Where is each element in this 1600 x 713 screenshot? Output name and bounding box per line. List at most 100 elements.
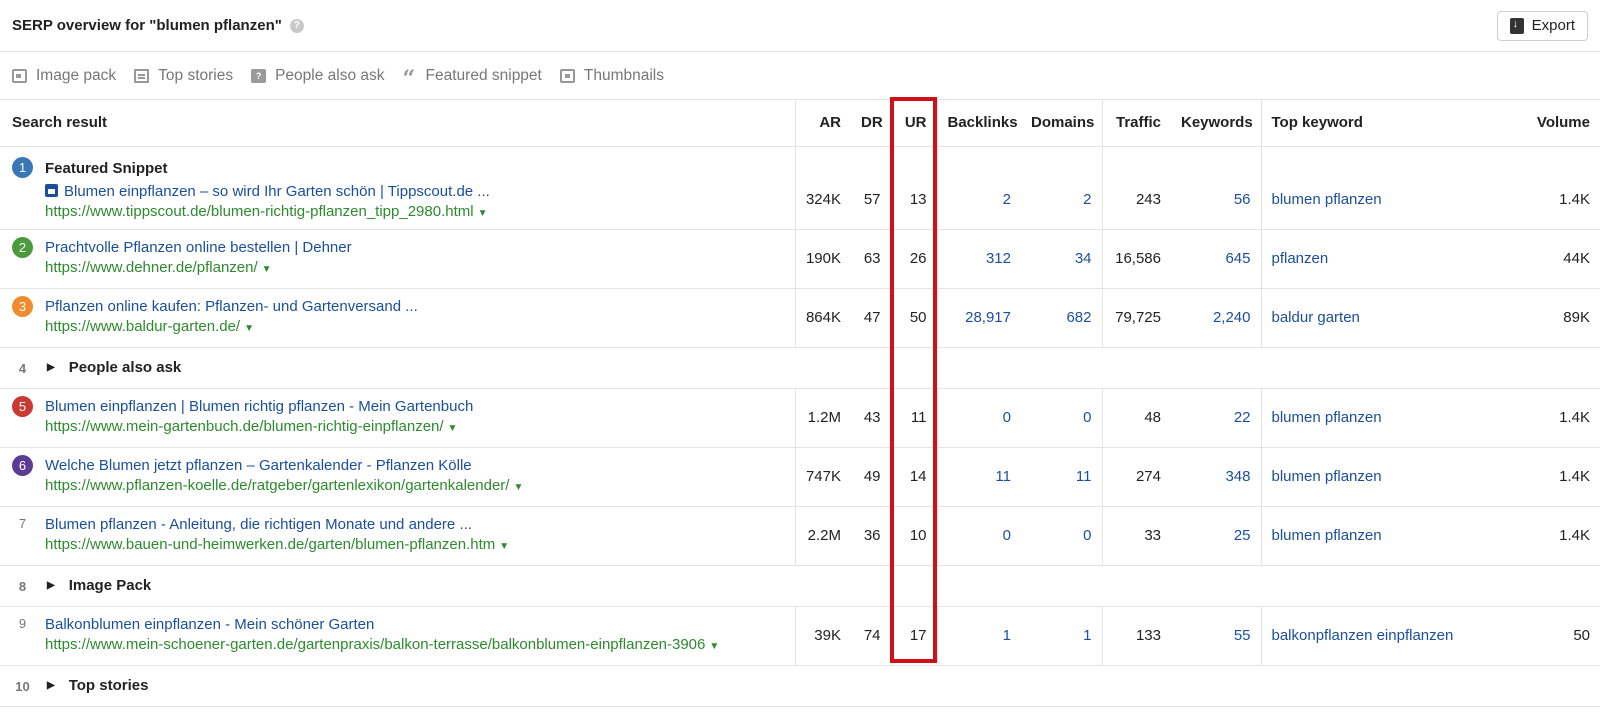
ur-value-cell: 50	[890, 288, 937, 348]
col-dr[interactable]: DR	[851, 100, 891, 147]
col-traffic[interactable]: Traffic	[1101, 100, 1171, 147]
expand-triangle-icon[interactable]: ▶	[47, 362, 55, 373]
result-url[interactable]: https://www.pflanzen-koelle.de/ratgeber/…	[45, 476, 523, 498]
dropdown-caret-icon[interactable]: ▼	[447, 423, 458, 434]
domains-link[interactable]: 682	[1066, 309, 1092, 326]
serp-feature-row[interactable]: 10 ▶ Top stories	[0, 665, 1600, 707]
domains-link[interactable]: 0	[1083, 409, 1092, 426]
dropdown-caret-icon[interactable]: ▼	[499, 541, 510, 552]
position-number: 4	[18, 361, 27, 376]
result-title-link[interactable]: Welche Blumen jetzt pflanzen – Gartenkal…	[45, 457, 472, 474]
result-url-text: https://www.baldur-garten.de/	[45, 318, 241, 335]
filter-featured-snippet[interactable]: “ Featured snippet	[403, 67, 542, 90]
dropdown-caret-icon[interactable]: ▼	[244, 323, 255, 334]
position-badge: 6	[12, 455, 33, 476]
backlinks-link[interactable]: 0	[1002, 409, 1011, 426]
result-title-link[interactable]: Prachtvolle Pflanzen online bestellen | …	[45, 239, 352, 256]
traffic-value: 48	[1144, 409, 1161, 426]
traffic-value: 243	[1135, 191, 1161, 208]
top-keyword-link-cell: balkonpflanzen einpflanzen	[1260, 606, 1471, 666]
domains-link[interactable]: 34	[1074, 250, 1092, 267]
result-title-link[interactable]: Balkonblumen einpflanzen - Mein schöner …	[45, 616, 375, 633]
col-domains[interactable]: Domains	[1021, 100, 1102, 147]
col-ur[interactable]: UR	[890, 100, 937, 147]
keywords-link[interactable]: 56	[1233, 191, 1251, 208]
filter-label: Thumbnails	[583, 66, 664, 84]
backlinks-link[interactable]: 312	[985, 250, 1011, 267]
top-keyword-link[interactable]: balkonpflanzen einpflanzen	[1271, 627, 1454, 644]
col-backlinks[interactable]: Backlinks	[936, 100, 1021, 147]
ur-value: 26	[909, 250, 927, 267]
serp-feature-row[interactable]: 8 ▶ Image Pack	[0, 565, 1600, 607]
volume-value-cell: 1.4K	[1471, 146, 1600, 230]
backlinks-link[interactable]: 2	[1002, 191, 1011, 208]
keywords-link[interactable]: 348	[1225, 468, 1251, 485]
position-badge: 1	[12, 157, 33, 178]
col-keywords[interactable]: Keywords	[1171, 100, 1261, 147]
volume-value: 44K	[1563, 250, 1590, 267]
domains-link-cell: 11	[1021, 447, 1102, 507]
image-icon	[45, 184, 58, 197]
result-url[interactable]: https://www.mein-schoener-garten.de/gart…	[45, 635, 719, 657]
backlinks-link[interactable]: 28,917	[965, 309, 1011, 326]
expand-triangle-icon[interactable]: ▶	[47, 680, 55, 691]
ar-value-cell: 190K	[794, 229, 851, 289]
dropdown-caret-icon[interactable]: ▼	[513, 482, 524, 493]
domains-link[interactable]: 0	[1083, 527, 1092, 544]
result-url[interactable]: https://www.mein-gartenbuch.de/blumen-ri…	[45, 417, 473, 439]
volume-value-cell: 50	[1471, 606, 1600, 666]
ar-value-cell: 1.2M	[794, 388, 851, 448]
result-url[interactable]: https://www.baldur-garten.de/▼	[45, 317, 418, 339]
domains-link[interactable]: 1	[1083, 627, 1092, 644]
col-search-result[interactable]: Search result	[0, 100, 795, 147]
top-keyword-link[interactable]: pflanzen	[1271, 250, 1329, 267]
backlinks-link[interactable]: 0	[1002, 527, 1011, 544]
filter-image-pack[interactable]: Image pack	[12, 67, 116, 85]
keywords-link[interactable]: 22	[1233, 409, 1251, 426]
page-title: SERP overview for "blumen pflanzen" ?	[12, 17, 304, 34]
serp-feature-row[interactable]: 4 ▶ People also ask	[0, 347, 1600, 389]
help-icon[interactable]: ?	[289, 18, 304, 33]
result-url[interactable]: https://www.dehner.de/pflanzen/▼	[45, 258, 352, 280]
col-volume[interactable]: Volume	[1471, 100, 1600, 147]
dr-value-cell: 47	[851, 288, 891, 348]
expand-triangle-icon[interactable]: ▶	[47, 580, 55, 591]
volume-value: 1.4K	[1559, 468, 1590, 485]
position-number: 9	[18, 616, 27, 631]
backlinks-link[interactable]: 11	[995, 468, 1011, 485]
result-url[interactable]: https://www.tippscout.de/blumen-richtig-…	[45, 202, 490, 224]
table-row: 2 Prachtvolle Pflanzen online bestellen |…	[0, 229, 1600, 289]
keywords-link[interactable]: 645	[1225, 250, 1251, 267]
result-title-link[interactable]: Pflanzen online kaufen: Pflanzen- und Ga…	[45, 298, 418, 315]
col-top-keyword[interactable]: Top keyword	[1260, 100, 1471, 147]
keywords-link[interactable]: 25	[1233, 527, 1251, 544]
export-button[interactable]: Export	[1496, 10, 1588, 41]
keywords-link[interactable]: 55	[1233, 627, 1251, 644]
backlinks-link[interactable]: 1	[1002, 627, 1011, 644]
result-title-link[interactable]: Blumen einpflanzen | Blumen richtig pfla…	[45, 398, 474, 415]
filter-top-stories[interactable]: Top stories	[134, 67, 233, 85]
result-url[interactable]: https://www.bauen-und-heimwerken.de/gart…	[45, 535, 509, 557]
dr-value: 36	[863, 527, 881, 544]
backlinks-link-cell: 0	[936, 506, 1021, 566]
filter-thumbnails[interactable]: Thumbnails	[559, 66, 664, 85]
top-keyword-link[interactable]: blumen pflanzen	[1271, 191, 1382, 208]
top-keyword-link[interactable]: baldur garten	[1271, 309, 1360, 326]
result-title-link[interactable]: Blumen einpflanzen – so wird Ihr Garten …	[45, 181, 490, 202]
filter-label: Top stories	[158, 66, 234, 84]
result-title-link[interactable]: Blumen pflanzen - Anleitung, die richtig…	[45, 516, 472, 533]
table-row: 1 Featured Snippet Blumen einpflanzen – so…	[0, 146, 1600, 230]
domains-link[interactable]: 11	[1075, 468, 1092, 485]
dropdown-caret-icon[interactable]: ▼	[709, 641, 720, 652]
top-keyword-link[interactable]: blumen pflanzen	[1271, 409, 1382, 426]
col-ar[interactable]: AR	[794, 100, 851, 147]
top-keyword-link[interactable]: blumen pflanzen	[1271, 468, 1382, 485]
dropdown-caret-icon[interactable]: ▼	[477, 208, 488, 219]
top-keyword-link[interactable]: blumen pflanzen	[1271, 527, 1382, 544]
people-also-ask-icon: ?	[251, 68, 267, 83]
dropdown-caret-icon[interactable]: ▼	[261, 264, 272, 275]
filter-people-also-ask[interactable]: ? People also ask	[251, 67, 385, 85]
keywords-link[interactable]: 2,240	[1212, 309, 1251, 326]
domains-link[interactable]: 2	[1083, 191, 1092, 208]
search-result-cell: 7 Blumen pflanzen - Anleitung, die richti…	[0, 506, 795, 566]
